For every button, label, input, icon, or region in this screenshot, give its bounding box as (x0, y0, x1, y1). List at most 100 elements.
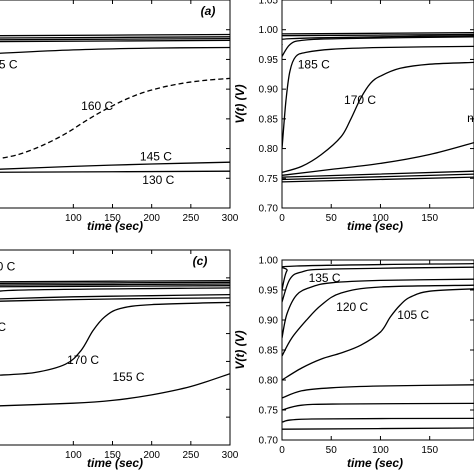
series-line (282, 284, 474, 357)
series-line (0, 39, 230, 43)
y-tick-label: 0.80 (259, 376, 279, 387)
series-line (282, 417, 474, 423)
y-tick-label: 1.05 (259, 0, 279, 7)
series-line (282, 288, 474, 381)
series-line (0, 77, 230, 160)
series-line (282, 35, 474, 46)
x-axis-label: time (sec) (347, 219, 403, 233)
series-group (0, 33, 230, 173)
series-line (282, 427, 474, 430)
x-axis-label: time (sec) (347, 456, 403, 470)
plot-frame (0, 0, 231, 209)
series-line (282, 36, 474, 57)
y-tick-label: 0.90 (259, 316, 279, 327)
x-tick-label: 100 (372, 445, 389, 456)
series-line (282, 45, 474, 149)
x-tick-label: 200 (143, 213, 160, 224)
y-tick-label: 0.80 (259, 144, 279, 155)
chart-panel-3: 100 150 200 250 300 0 C C 170 C 155 C (c) time (se… (0, 249, 239, 470)
x-tick-label: 150 (104, 450, 121, 461)
y-tick-label: 0.85 (259, 346, 279, 357)
curve-label: 0 C (0, 260, 16, 274)
curve-label: 185 C (298, 57, 330, 71)
series-line (0, 297, 230, 302)
series-group (282, 32, 474, 183)
plot-frame (281, 0, 474, 209)
x-axis-label: time (sec) (87, 219, 143, 233)
series-line (0, 283, 230, 286)
x-tick-label: 100 (65, 213, 82, 224)
x-tick-label: 150 (421, 213, 438, 224)
y-tick-label: 0.95 (259, 286, 279, 297)
series-group (282, 262, 474, 430)
x-tick-label: 250 (182, 450, 199, 461)
x-tick-label: 250 (182, 213, 199, 224)
y-tick-label: 1.00 (259, 256, 279, 267)
curve-label: n (467, 111, 474, 125)
x-tick-label: 100 (372, 213, 389, 224)
series-line (282, 32, 474, 35)
y-tick-label: 0.75 (259, 174, 279, 185)
y-tick-label: 0.70 (259, 204, 279, 215)
series-line (282, 266, 474, 303)
y-tick-label: 0.75 (259, 406, 279, 417)
y-tick-label: 1.00 (259, 25, 279, 36)
series-line (0, 373, 230, 407)
series-line (0, 36, 230, 39)
curve-label: 130 C (142, 173, 174, 187)
y-axis-label: V(t) (V) (233, 84, 247, 123)
series-line (282, 278, 474, 339)
chart-panel-1: 100 150 200 250 300 5 C 160 C 145 C 130 C (a) time… (0, 0, 239, 233)
series-line (0, 279, 230, 283)
series-line (0, 170, 230, 173)
y-tick-label: 0.85 (259, 114, 279, 125)
y-tick-label: 0.70 (259, 436, 279, 447)
x-tick-label: 150 (421, 445, 438, 456)
series-line (282, 262, 474, 291)
curve-label: 120 C (336, 300, 368, 314)
x-axis-label: time (sec) (87, 456, 143, 470)
y-tick-label: 0.90 (259, 85, 279, 96)
curve-label: 135 C (309, 271, 341, 285)
curve-label: 155 C (113, 370, 145, 384)
x-tick-label: 300 (222, 450, 239, 461)
panel-label: (a) (201, 4, 216, 18)
series-line (0, 37, 230, 41)
chart-panel-2: 0 50 100 150 0.70 0.75 0.80 0.85 0.90 0.95 1.00 1.0… (233, 0, 474, 233)
curve-label: 5 C (0, 57, 18, 71)
curve-label: 170 C (67, 353, 99, 367)
series-line (0, 161, 230, 170)
x-tick-label: 50 (326, 213, 338, 224)
series-line (0, 293, 230, 300)
series-line (282, 170, 474, 178)
x-tick-label: 200 (143, 450, 160, 461)
x-tick-label: 300 (222, 213, 239, 224)
series-line (0, 46, 230, 54)
x-tick-label: 0 (279, 213, 285, 224)
x-tick-label: 0 (279, 445, 285, 456)
plot-frame (0, 249, 231, 446)
curve-label: 105 C (397, 308, 429, 322)
x-tick-label: 50 (326, 445, 338, 456)
series-line (0, 285, 230, 288)
y-axis-label: V(t) (V) (233, 330, 247, 369)
series-line (0, 301, 230, 376)
chart-panel-4: 0 50 100 150 0.70 0.75 0.80 0.85 0.90 0.95 1.00 135… (233, 256, 474, 470)
x-tick-label: 100 (65, 450, 82, 461)
series-line (282, 33, 474, 37)
series-line (282, 402, 474, 411)
curve-label: 170 C (344, 93, 376, 107)
x-tick-label: 150 (104, 213, 121, 224)
panel-label: (c) (193, 254, 208, 268)
curve-label: C (0, 320, 6, 334)
series-line (282, 384, 474, 399)
curve-label: 160 C (81, 99, 113, 113)
series-line (0, 281, 230, 285)
y-tick-label: 0.95 (259, 55, 279, 66)
series-line (0, 33, 230, 37)
series-group (0, 279, 230, 407)
series-line (0, 287, 230, 292)
series-line (282, 141, 474, 176)
series-line (282, 61, 474, 173)
